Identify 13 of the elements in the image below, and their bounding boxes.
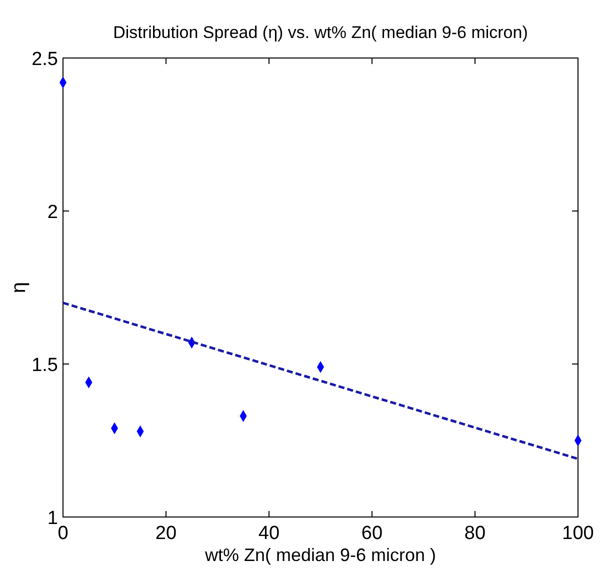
x-tick-label: 40 — [258, 523, 280, 544]
x-tick-label: 100 — [562, 523, 594, 544]
y-axis-title: η — [8, 282, 30, 294]
x-axis-title: wt% Zn( median 9-6 micron ) — [204, 545, 436, 565]
y-tick-label: 2 — [47, 202, 58, 223]
x-tick-label: 0 — [58, 523, 68, 544]
chart-title: Distribution Spread (η) vs. wt% Zn( median 9-6 micron) — [113, 23, 528, 42]
x-tick-label: 80 — [464, 523, 486, 544]
y-tick-label: 2.5 — [32, 49, 58, 70]
y-tick-label: 1 — [47, 508, 58, 529]
y-tick-label: 1.5 — [32, 355, 58, 376]
x-tick-label: 60 — [361, 523, 383, 544]
x-tick-label: 20 — [155, 523, 177, 544]
